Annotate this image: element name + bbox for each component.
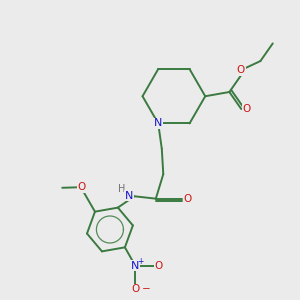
Text: O: O: [242, 104, 251, 114]
Text: H: H: [118, 184, 125, 194]
Text: N: N: [125, 191, 133, 201]
Text: −: −: [142, 284, 151, 294]
Text: +: +: [137, 256, 144, 266]
Text: O: O: [77, 182, 86, 192]
Text: O: O: [155, 261, 163, 271]
Text: O: O: [237, 65, 245, 75]
Text: O: O: [131, 284, 140, 294]
Text: N: N: [154, 118, 162, 128]
Text: O: O: [183, 194, 192, 204]
Text: N: N: [131, 261, 140, 271]
